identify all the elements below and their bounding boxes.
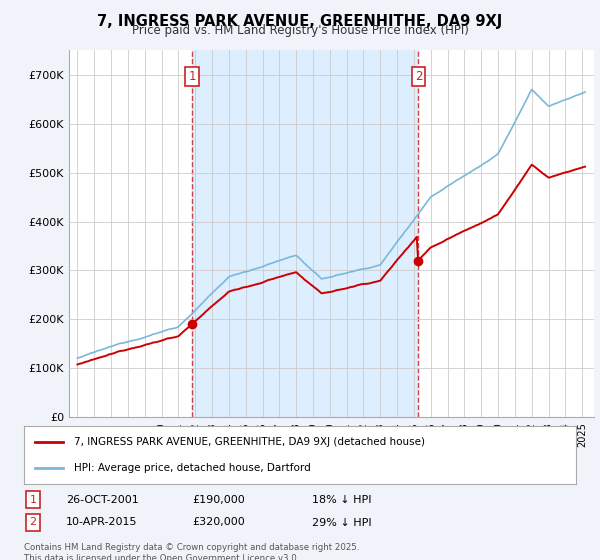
Text: Contains HM Land Registry data © Crown copyright and database right 2025.
This d: Contains HM Land Registry data © Crown c… (24, 543, 359, 560)
Text: 29% ↓ HPI: 29% ↓ HPI (312, 517, 371, 528)
Text: 10-APR-2015: 10-APR-2015 (66, 517, 137, 528)
Text: 1: 1 (188, 69, 196, 82)
Text: 18% ↓ HPI: 18% ↓ HPI (312, 494, 371, 505)
Text: 2: 2 (415, 69, 422, 82)
Text: 7, INGRESS PARK AVENUE, GREENHITHE, DA9 9XJ (detached house): 7, INGRESS PARK AVENUE, GREENHITHE, DA9 … (74, 437, 425, 447)
Text: £320,000: £320,000 (192, 517, 245, 528)
Text: Price paid vs. HM Land Registry's House Price Index (HPI): Price paid vs. HM Land Registry's House … (131, 24, 469, 37)
Text: HPI: Average price, detached house, Dartford: HPI: Average price, detached house, Dart… (74, 463, 310, 473)
Bar (192, 50, 418, 417)
Text: 1: 1 (29, 494, 37, 505)
Text: 26-OCT-2001: 26-OCT-2001 (66, 494, 139, 505)
Text: £190,000: £190,000 (192, 494, 245, 505)
Text: 7, INGRESS PARK AVENUE, GREENHITHE, DA9 9XJ: 7, INGRESS PARK AVENUE, GREENHITHE, DA9 … (97, 14, 503, 29)
Text: 2: 2 (29, 517, 37, 528)
